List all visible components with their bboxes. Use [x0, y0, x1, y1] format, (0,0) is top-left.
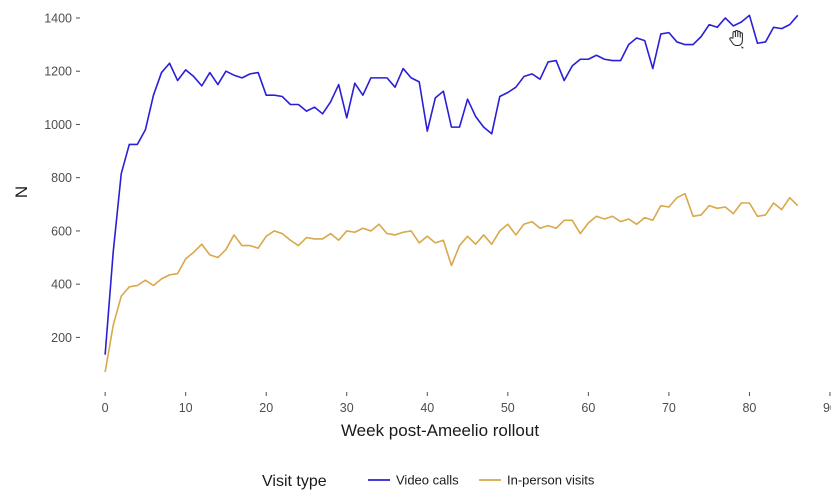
x-tick-label: 10	[179, 401, 193, 415]
x-tick-label: 0	[102, 401, 109, 415]
y-tick-label: 1400	[44, 11, 72, 25]
hand-cursor-icon	[729, 29, 744, 49]
x-tick-label: 40	[420, 401, 434, 415]
y-tick-label: 600	[51, 224, 72, 238]
x-tick-label: 30	[340, 401, 354, 415]
legend-title: Visit type	[262, 473, 327, 490]
y-axis-ticks: 200 400 600 800 1000 1200 1400	[44, 11, 80, 345]
x-tick-label: 60	[581, 401, 595, 415]
x-axis-ticks: 0 10 20 30 40 50 60 70 80 90	[102, 392, 831, 415]
y-tick-label: 1200	[44, 65, 72, 79]
legend-label-in-person-visits: In-person visits	[507, 473, 595, 488]
legend-label-video-calls: Video calls	[396, 473, 459, 488]
x-tick-label: 70	[662, 401, 676, 415]
y-tick-label: 200	[51, 331, 72, 345]
x-tick-label: 20	[259, 401, 273, 415]
y-axis-title: N	[12, 186, 31, 198]
y-tick-label: 400	[51, 278, 72, 292]
series-layer	[104, 14, 799, 373]
legend: Visit type Video calls In-person visits	[262, 473, 595, 490]
series-line-video-calls	[104, 14, 799, 355]
x-tick-label: 90	[823, 401, 831, 415]
y-tick-label: 1000	[44, 118, 72, 132]
y-tick-label: 800	[51, 171, 72, 185]
x-tick-label: 50	[501, 401, 515, 415]
x-tick-label: 80	[742, 401, 756, 415]
x-axis-title: Week post-Ameelio rollout	[341, 421, 539, 440]
series-line-in-person-visits	[104, 192, 799, 373]
